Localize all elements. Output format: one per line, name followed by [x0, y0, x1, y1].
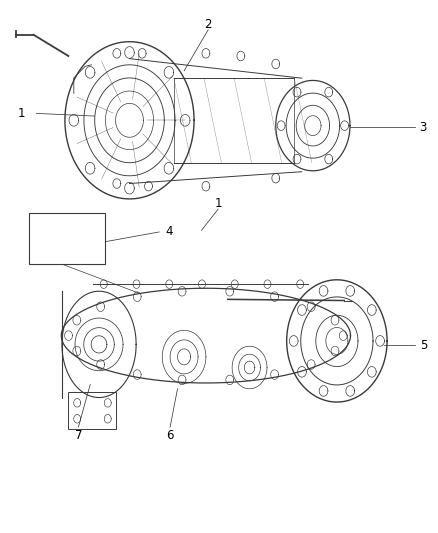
Text: 5: 5: [420, 338, 427, 352]
Text: 4: 4: [165, 225, 173, 238]
Text: 7: 7: [74, 429, 82, 442]
Text: 1: 1: [18, 107, 25, 120]
Text: 3: 3: [420, 120, 427, 134]
Text: 6: 6: [166, 429, 174, 442]
Bar: [68, 392, 117, 430]
Text: 2: 2: [205, 18, 212, 31]
Bar: [29, 213, 106, 264]
Text: 1: 1: [214, 197, 222, 211]
